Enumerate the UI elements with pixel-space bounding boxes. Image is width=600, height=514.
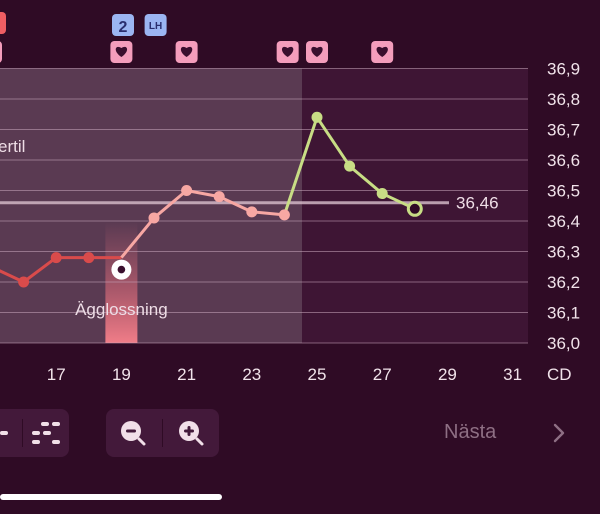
toolbar-divider: [22, 419, 23, 447]
y-tick-label: 36,4: [547, 212, 580, 231]
bar-view-icon: [0, 431, 8, 435]
chart-view-toggle: [0, 409, 69, 457]
heart-icon[interactable]: [276, 41, 299, 63]
y-tick-label: 36,3: [547, 243, 580, 262]
dots-view-icon: [32, 422, 60, 444]
period-badge: [0, 12, 6, 34]
x-tick-label: 25: [308, 365, 327, 384]
chevron-right-icon[interactable]: [548, 422, 570, 444]
test-badge[interactable]: [144, 14, 167, 36]
temperature-point[interactable]: [246, 206, 258, 218]
x-tick-label: 21: [177, 365, 196, 384]
zoom-out-button[interactable]: [106, 409, 160, 457]
dots-view-button[interactable]: [23, 409, 69, 457]
temperature-point[interactable]: [344, 160, 356, 172]
y-tick-label: 36,1: [547, 304, 580, 323]
temperature-chart[interactable]: 36,0 36,1 36,2 36,3 36,4 36,5 36,6 36,7 36,8 36,9…: [0, 0, 600, 400]
temperature-point[interactable]: [278, 209, 290, 221]
next-button[interactable]: Nästa: [444, 421, 497, 443]
x-tick-label: 23: [242, 365, 261, 384]
y-tick-label: 36,6: [547, 151, 580, 170]
y-tick-label: 36,8: [547, 90, 580, 109]
x-tick-label: 19: [112, 365, 131, 384]
zoom-in-button[interactable]: [164, 409, 218, 457]
test-badge-label: 2: [119, 19, 128, 36]
heart-icon[interactable]: [0, 41, 2, 63]
temperature-point[interactable]: [148, 212, 160, 224]
ovulation-label: Ägglossning: [75, 300, 168, 319]
zoom-controls: [106, 409, 219, 457]
y-tick-label: 36,9: [547, 60, 580, 79]
x-tick-label: 29: [438, 365, 457, 384]
heart-shape: [281, 46, 294, 57]
test-badge-label: LH: [149, 21, 162, 32]
heart-icon[interactable]: [110, 41, 133, 63]
x-axis-unit-label: CD: [547, 365, 572, 384]
home-indicator: [0, 494, 222, 500]
x-tick-label: 27: [373, 365, 392, 384]
bar-view-button[interactable]: [0, 409, 20, 457]
temperature-point[interactable]: [311, 111, 323, 123]
temperature-point[interactable]: [50, 252, 62, 264]
zoom-in-icon: [179, 421, 204, 446]
fertile-window-band: [0, 68, 302, 343]
temperature-point[interactable]: [18, 276, 30, 288]
y-tick-label: 36,7: [547, 121, 580, 140]
heart-icon[interactable]: [175, 41, 198, 63]
heart-badge: [0, 41, 2, 63]
test-badge[interactable]: [112, 14, 134, 36]
heart-icon[interactable]: [371, 41, 394, 63]
y-tick-label: 36,2: [547, 273, 580, 292]
heart-icon[interactable]: [306, 41, 328, 63]
temperature-point[interactable]: [376, 188, 388, 200]
heart-shape: [376, 46, 388, 57]
temperature-point[interactable]: [181, 185, 193, 196]
heart-shape: [311, 46, 323, 57]
heart-shape: [115, 46, 128, 57]
toolbar-divider: [162, 419, 163, 447]
temperature-point[interactable]: [83, 252, 95, 264]
x-tick-label: 17: [47, 365, 66, 384]
temperature-point[interactable]: [213, 191, 225, 203]
x-tick-label: 31: [503, 365, 522, 384]
today-temperature-point[interactable]: [406, 200, 423, 217]
coverline-value: 36,46: [456, 194, 499, 213]
zoom-out-icon: [121, 421, 146, 446]
heart-shape: [180, 46, 193, 57]
y-tick-label: 36,0: [547, 334, 580, 353]
ovulation-marker-center: [117, 265, 126, 274]
y-tick-label: 36,5: [547, 182, 580, 201]
fertile-window-label: ertil: [0, 137, 25, 156]
